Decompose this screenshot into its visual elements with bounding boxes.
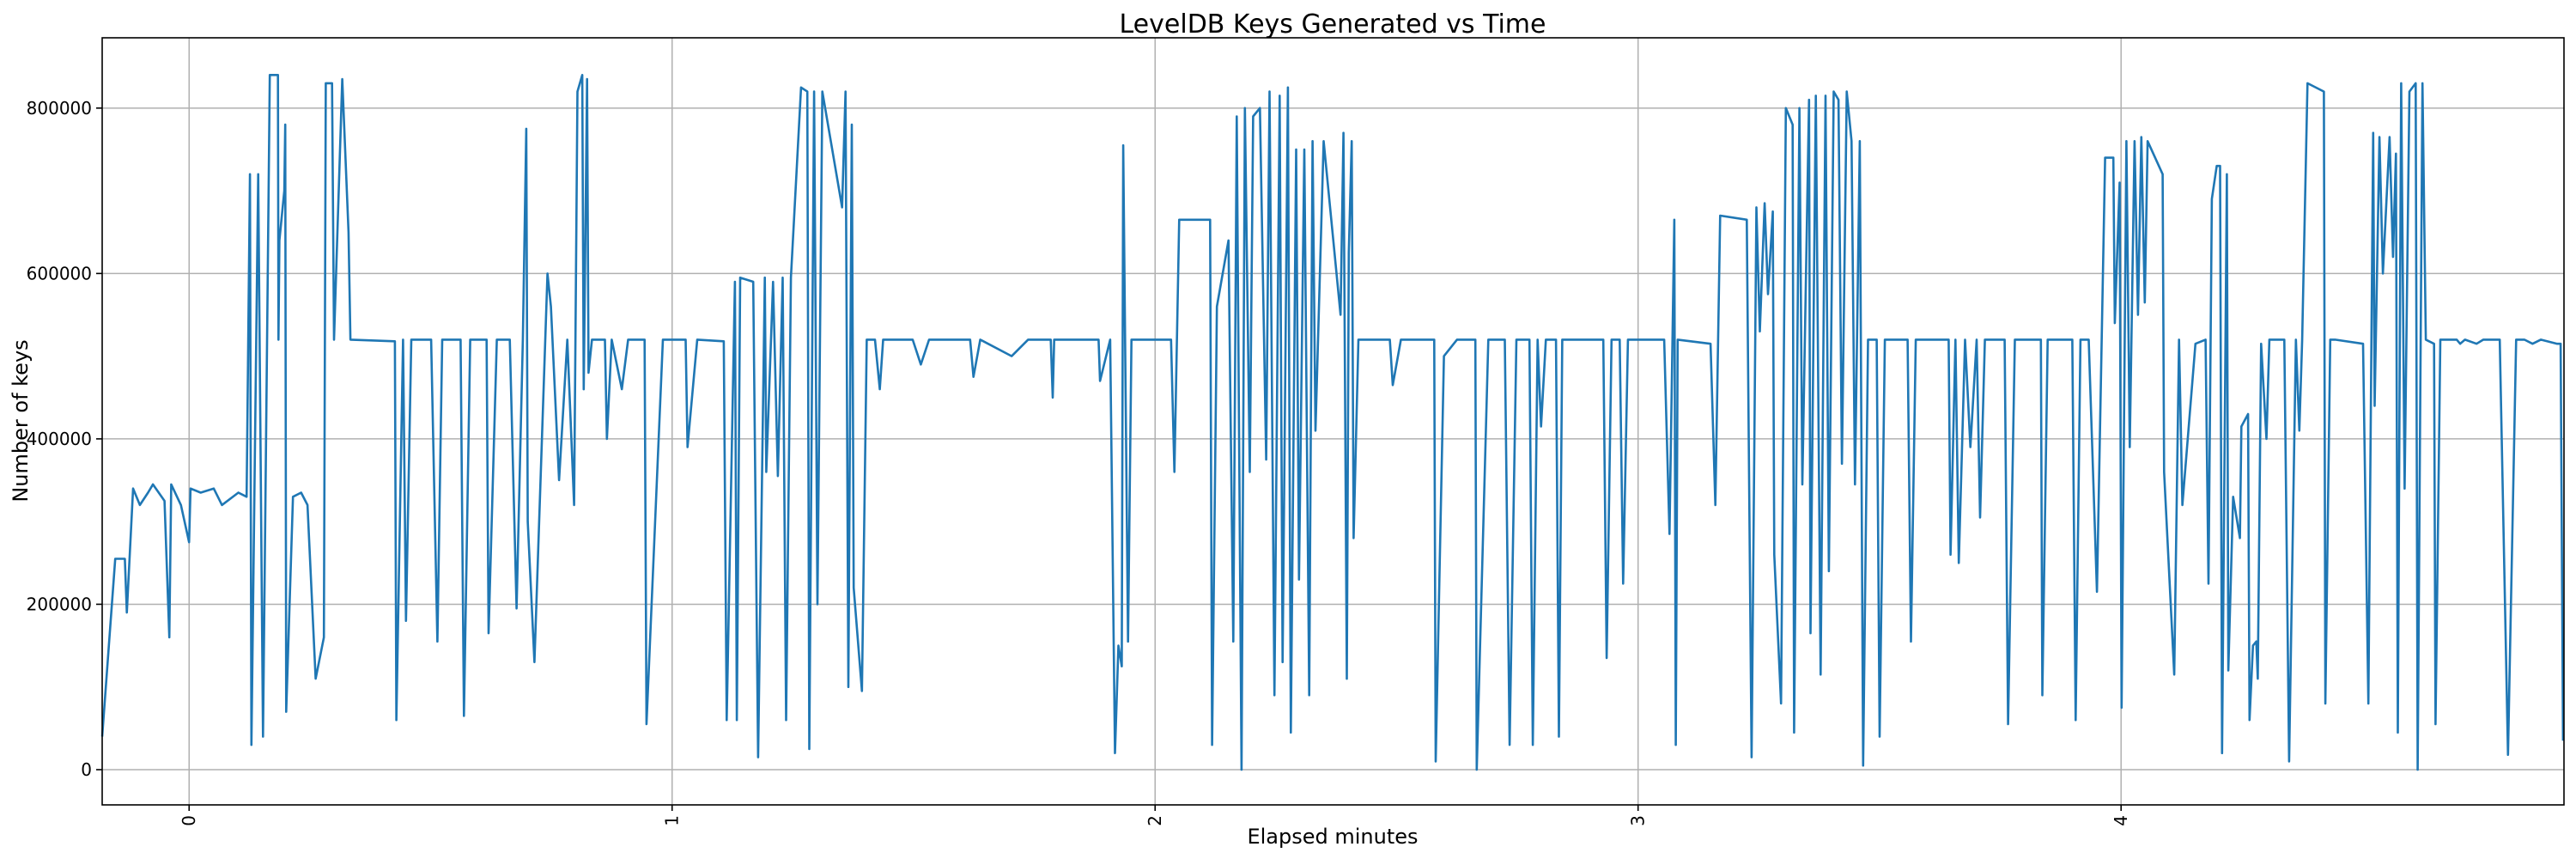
y-tick-label: 600000 bbox=[27, 263, 92, 283]
x-tick-label: 4 bbox=[2111, 815, 2131, 826]
series-line-keys bbox=[100, 74, 2565, 771]
x-tick-label: 2 bbox=[1145, 815, 1165, 826]
axis-ticks: 0 1 2 3 4 0 200000 400000 600000 800000 bbox=[27, 98, 2132, 826]
x-axis-label: Elapsed minutes bbox=[1247, 825, 1418, 849]
x-tick-label: 1 bbox=[662, 815, 683, 826]
y-tick-label: 0 bbox=[81, 759, 92, 780]
x-tick-label: 0 bbox=[179, 815, 199, 826]
chart-title: LevelDB Keys Generated vs Time bbox=[1120, 9, 1546, 40]
y-tick-label: 400000 bbox=[27, 429, 92, 449]
plot-frame bbox=[101, 37, 2565, 806]
x-tick-label: 3 bbox=[1628, 815, 1649, 826]
y-tick-label: 800000 bbox=[27, 98, 92, 119]
y-axis-label: Number of keys bbox=[9, 339, 33, 502]
series-layer bbox=[100, 74, 2565, 771]
y-tick-label: 200000 bbox=[27, 594, 92, 614]
